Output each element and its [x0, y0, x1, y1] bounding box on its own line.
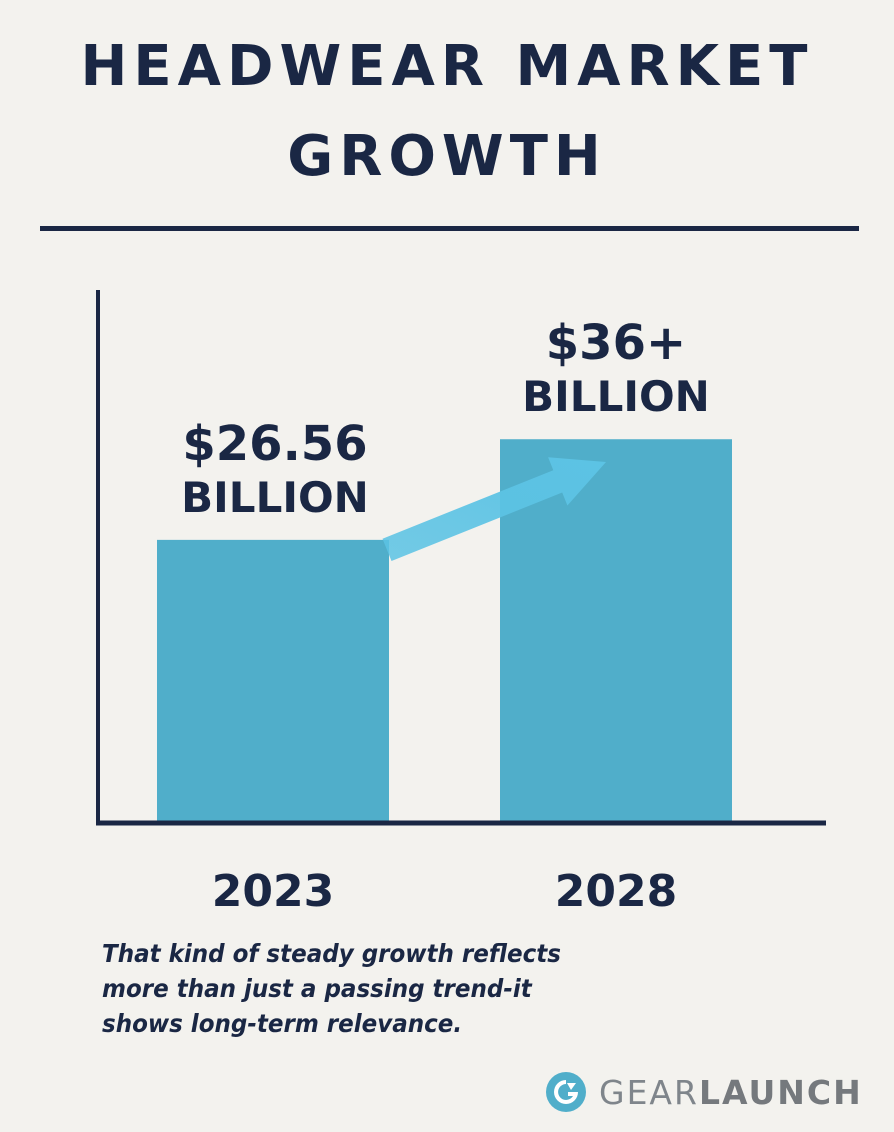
page-title: HEADWEAR MARKET GROWTH — [0, 22, 894, 202]
data-label-value-2028: $36+ — [546, 315, 686, 371]
title-line-2: GROWTH — [287, 124, 607, 189]
data-label-unit-2023: BILLION — [181, 473, 369, 522]
title-line-1: HEADWEAR MARKET — [80, 34, 814, 99]
gearlaunch-logo-icon — [546, 1072, 586, 1112]
x-tick-label-2023: 2023 — [212, 866, 334, 917]
brand-name-bold: LAUNCH — [698, 1072, 863, 1112]
growth-arrow-icon — [382, 457, 606, 561]
brand-name-light: GEAR — [599, 1072, 699, 1112]
data-label-unit-2028: BILLION — [522, 372, 710, 421]
caption-text: That kind of steady growth reflects more… — [102, 939, 561, 1038]
bar-2028 — [500, 439, 732, 823]
brand-logo-group: GEARLAUNCH — [545, 1070, 863, 1114]
data-label-value-2023: $26.56 — [182, 416, 367, 472]
x-tick-label-2028: 2028 — [555, 866, 677, 917]
bar-2023 — [157, 539, 389, 823]
brand-wordmark: GEARLAUNCH — [599, 1073, 863, 1112]
title-divider — [40, 226, 859, 231]
